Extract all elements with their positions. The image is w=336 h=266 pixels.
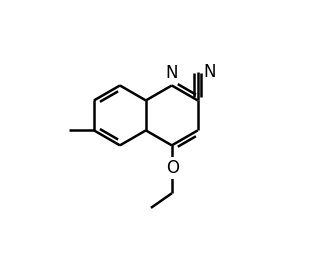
Text: N: N [166,64,178,82]
Text: N: N [204,63,216,81]
Text: O: O [166,159,179,177]
